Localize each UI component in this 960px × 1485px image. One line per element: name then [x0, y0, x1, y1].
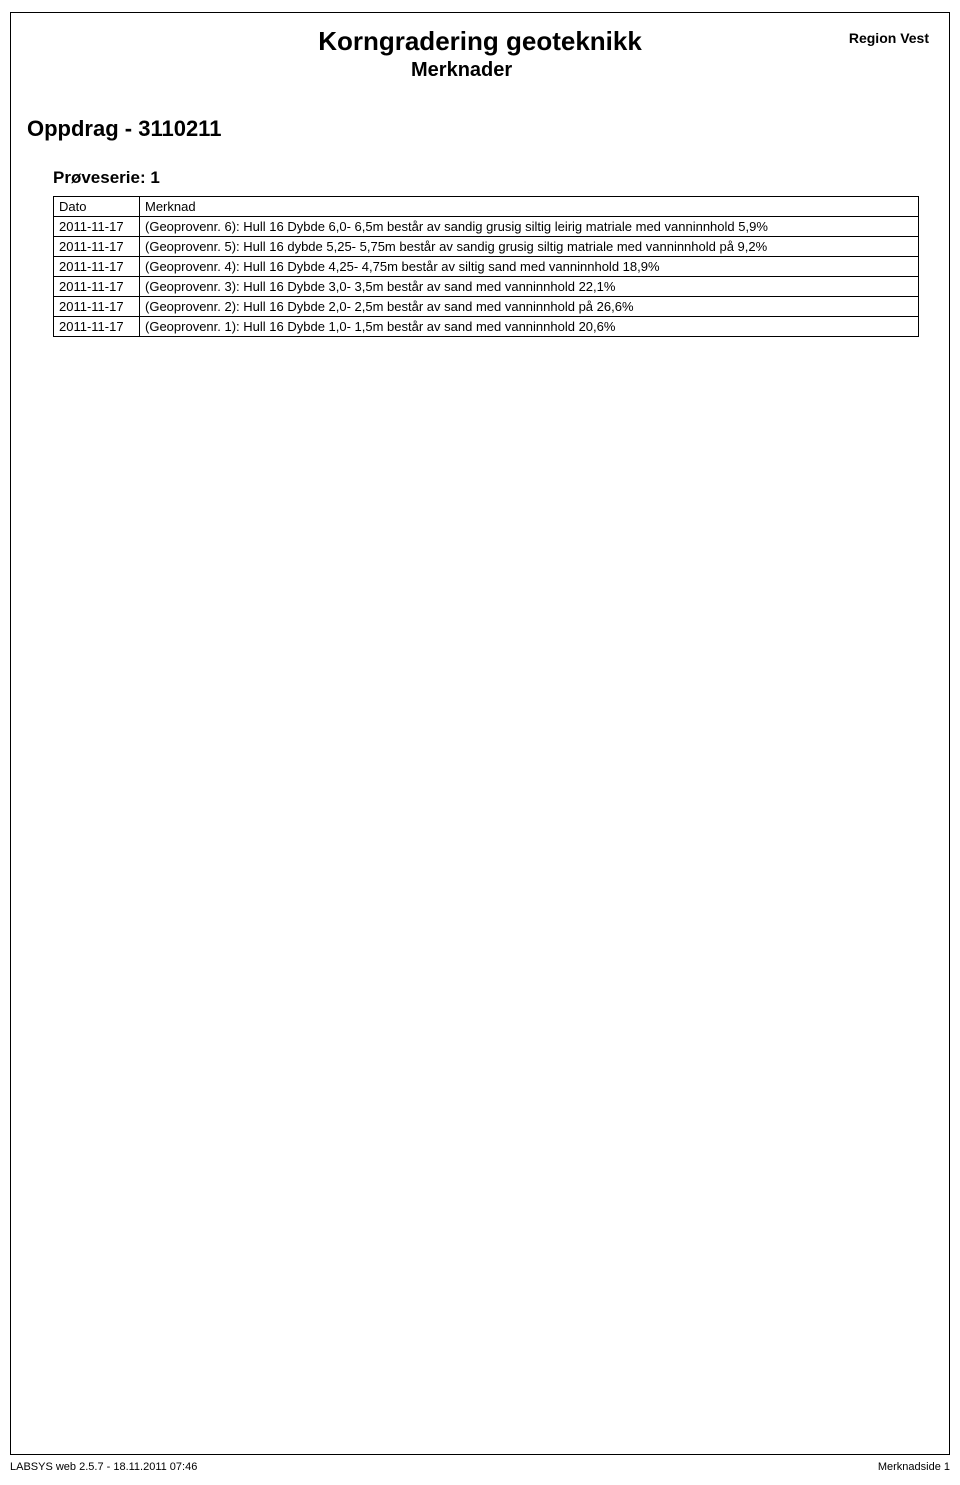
title-block: Korngradering geoteknikk Merknader: [11, 13, 949, 82]
cell-date: 2011-11-17: [54, 296, 140, 316]
table-row: 2011-11-17 (Geoprovenr. 6): Hull 16 Dybd…: [54, 216, 919, 236]
table-container: Dato Merknad 2011-11-17 (Geoprovenr. 6):…: [53, 196, 919, 337]
page: Region Vest Korngradering geoteknikk Mer…: [0, 0, 960, 1485]
table-row: 2011-11-17 (Geoprovenr. 2): Hull 16 Dybd…: [54, 296, 919, 316]
cell-note: (Geoprovenr. 5): Hull 16 dybde 5,25- 5,7…: [140, 236, 919, 256]
series-heading: Prøveserie: 1: [53, 168, 949, 188]
table-row: 2011-11-17 (Geoprovenr. 3): Hull 16 Dybd…: [54, 276, 919, 296]
cell-date: 2011-11-17: [54, 316, 140, 336]
cell-note: (Geoprovenr. 3): Hull 16 Dybde 3,0- 3,5m…: [140, 276, 919, 296]
cell-date: 2011-11-17: [54, 216, 140, 236]
cell-note: (Geoprovenr. 6): Hull 16 Dybde 6,0- 6,5m…: [140, 216, 919, 236]
region-label: Region Vest: [849, 30, 929, 46]
table-row: 2011-11-17 (Geoprovenr. 4): Hull 16 Dybd…: [54, 256, 919, 276]
cell-date: 2011-11-17: [54, 236, 140, 256]
cell-date: 2011-11-17: [54, 276, 140, 296]
footer-left: LABSYS web 2.5.7 - 18.11.2011 07:46: [10, 1461, 197, 1473]
table-header-row: Dato Merknad: [54, 196, 919, 216]
footer-right: Merknadside 1: [878, 1461, 950, 1473]
page-subtitle: Merknader: [11, 59, 949, 82]
cell-note: (Geoprovenr. 2): Hull 16 Dybde 2,0- 2,5m…: [140, 296, 919, 316]
page-title: Korngradering geoteknikk: [11, 27, 949, 57]
table-row: 2011-11-17 (Geoprovenr. 1): Hull 16 Dybd…: [54, 316, 919, 336]
cell-note: (Geoprovenr. 4): Hull 16 Dybde 4,25- 4,7…: [140, 256, 919, 276]
notes-table: Dato Merknad 2011-11-17 (Geoprovenr. 6):…: [53, 196, 919, 337]
assignment-heading: Oppdrag - 3110211: [27, 116, 949, 142]
col-note: Merknad: [140, 196, 919, 216]
cell-date: 2011-11-17: [54, 256, 140, 276]
cell-note: (Geoprovenr. 1): Hull 16 Dybde 1,0- 1,5m…: [140, 316, 919, 336]
col-date: Dato: [54, 196, 140, 216]
table-row: 2011-11-17 (Geoprovenr. 5): Hull 16 dybd…: [54, 236, 919, 256]
page-border: Region Vest Korngradering geoteknikk Mer…: [10, 12, 950, 1455]
